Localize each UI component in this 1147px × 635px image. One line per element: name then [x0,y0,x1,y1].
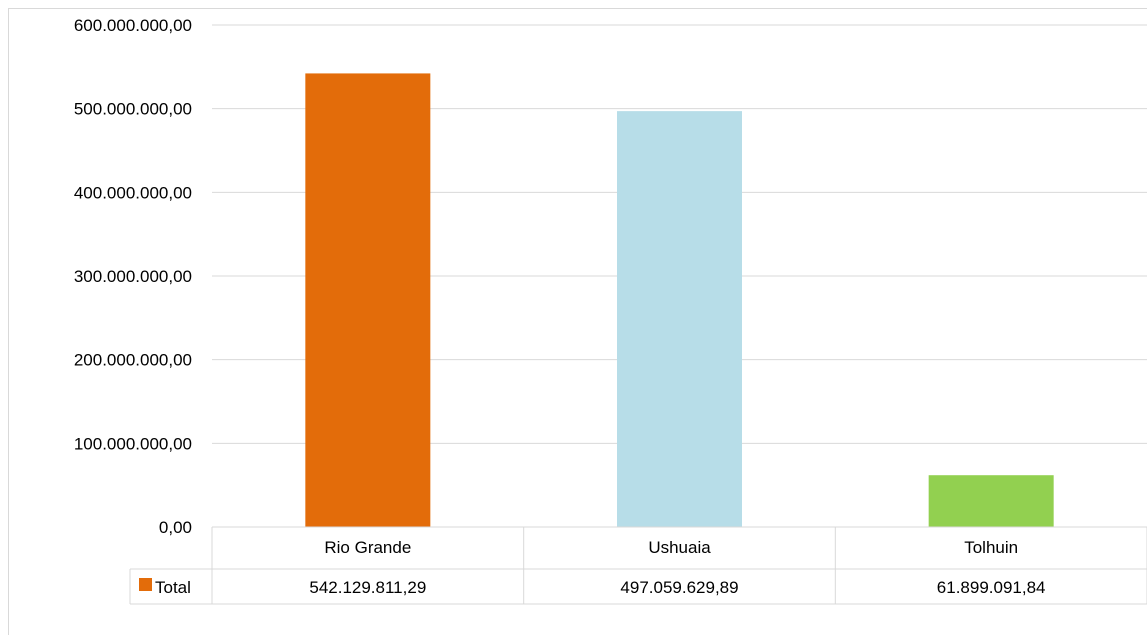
legend-label: Total [155,578,191,597]
data-table-value: 61.899.091,84 [937,578,1046,597]
category-label: Ushuaia [648,538,711,557]
y-tick-label: 100.000.000,00 [74,434,192,453]
y-tick-label: 600.000.000,00 [74,16,192,35]
y-tick-label: 400.000.000,00 [74,183,192,202]
category-label: Rio Grande [324,538,411,557]
data-table-value: 497.059.629,89 [620,578,738,597]
bar [928,475,1054,527]
bar [617,111,742,528]
category-label: Tolhuin [964,538,1018,557]
y-tick-label: 500.000.000,00 [74,100,192,119]
legend-key [139,578,152,591]
y-tick-label: 0,00 [159,518,192,537]
data-table-value: 542.129.811,29 [309,578,426,597]
y-tick-label: 300.000.000,00 [74,267,192,286]
chart-frame [8,8,1147,635]
bar [305,73,431,527]
y-tick-label: 200.000.000,00 [74,351,192,370]
